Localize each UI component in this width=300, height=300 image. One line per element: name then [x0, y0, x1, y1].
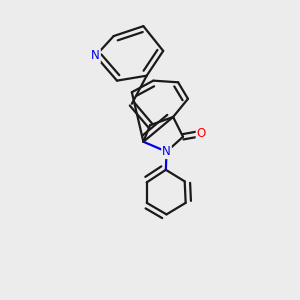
Text: O: O: [196, 127, 206, 140]
Text: N: N: [162, 145, 171, 158]
Text: N: N: [91, 50, 100, 62]
